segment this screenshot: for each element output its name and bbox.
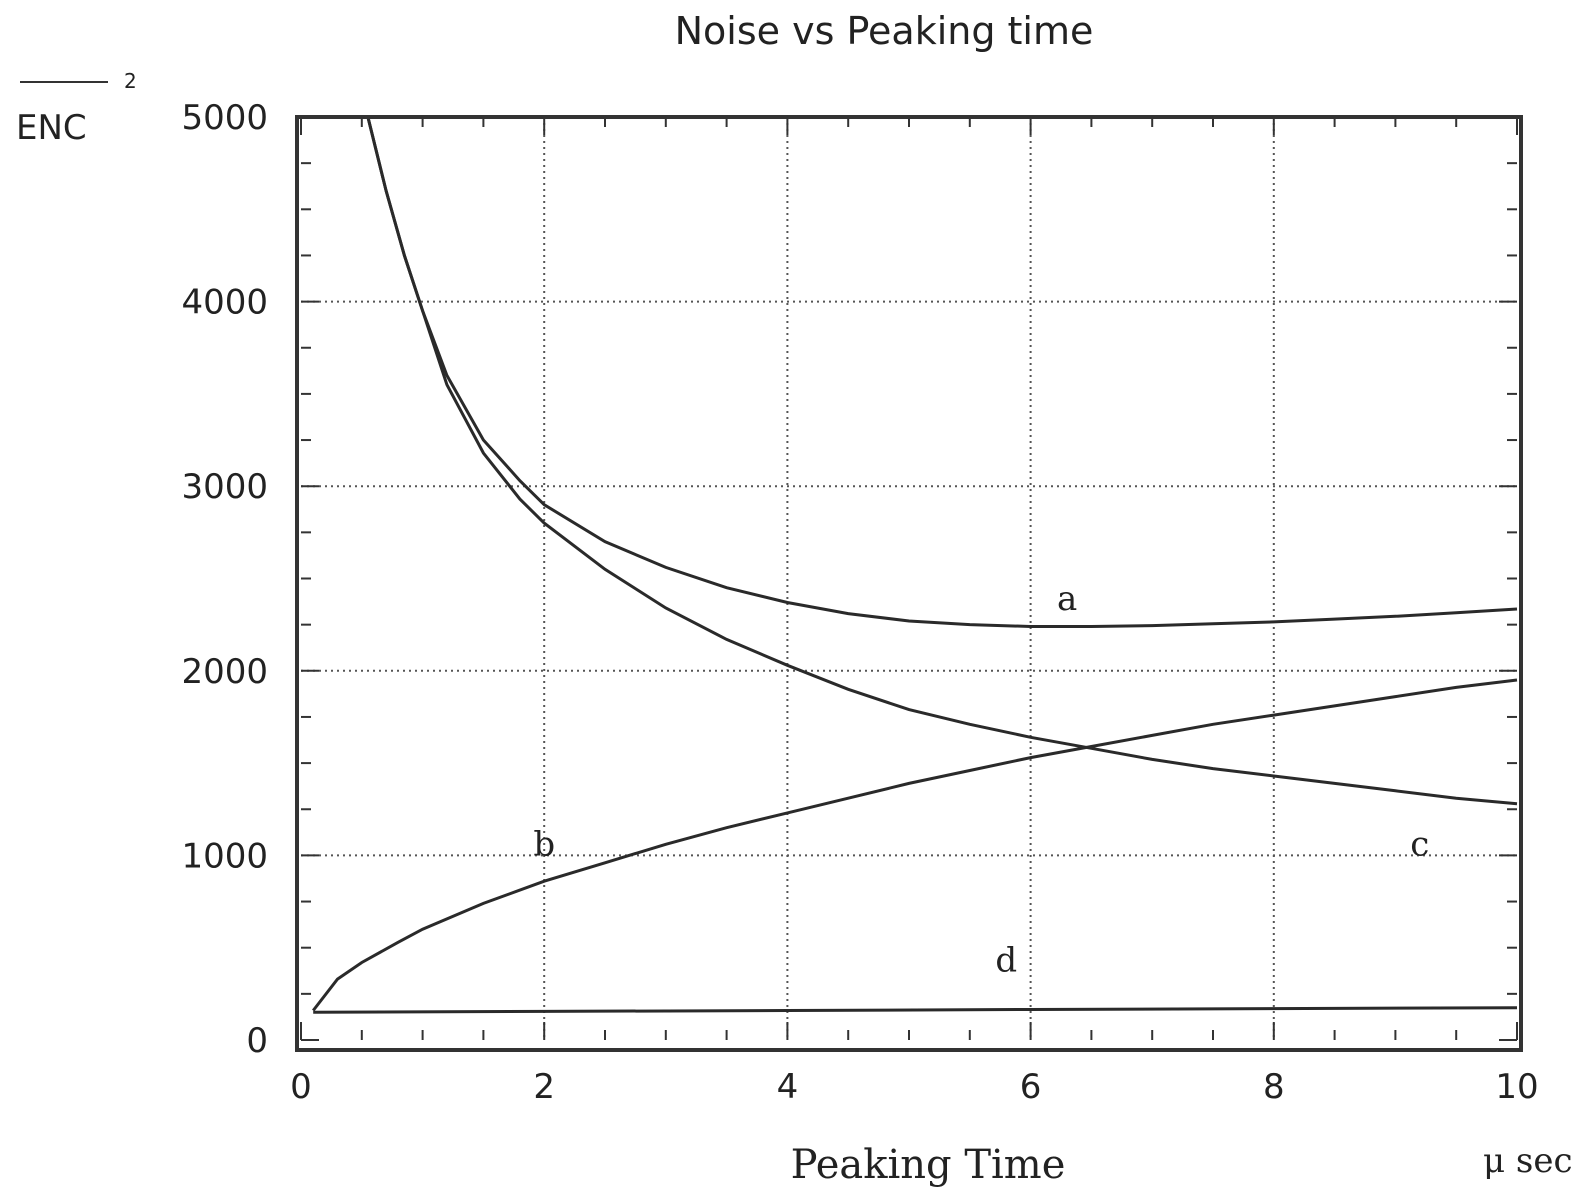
chart-title: Noise vs Peaking time (675, 9, 1094, 53)
x-tick-label-10: 10 (1495, 1067, 1538, 1107)
y-tick-labels: 0 1000 2000 3000 4000 5000 (181, 98, 268, 1061)
grid (301, 117, 1517, 1040)
curve-labels: a b c d (533, 579, 1429, 981)
y-tick-label-5000: 5000 (181, 98, 268, 138)
y-tick-label-3000: 3000 (181, 467, 268, 507)
y-axis-label-superscript: 2 (124, 69, 137, 93)
series-line-b (312, 678, 1518, 1012)
x-tick-label-2: 2 (533, 1067, 555, 1107)
series-lines (312, 116, 1518, 1014)
x-tick-label-0: 0 (290, 1067, 312, 1107)
axis-ticks (300, 116, 1518, 1041)
curve-label-b: b (533, 824, 555, 864)
series-line-c (366, 116, 1518, 806)
y-axis-label-text: ENC (16, 108, 87, 148)
series-line-d (313, 1006, 1518, 1014)
curve-label-c: c (1410, 824, 1429, 864)
x-tick-label-8: 8 (1263, 1067, 1285, 1107)
plot-frame (295, 115, 1523, 1052)
x-axis-label: Peaking Time (791, 1142, 1066, 1188)
x-tick-label-6: 6 (1020, 1067, 1042, 1107)
x-axis-unit: μ sec (1483, 1141, 1573, 1181)
x-tick-label-4: 4 (777, 1067, 799, 1107)
y-axis-label: ENC 2 (16, 69, 137, 148)
series-line-a (366, 116, 1518, 628)
y-tick-label-4000: 4000 (181, 283, 268, 323)
x-tick-labels: 0 2 4 6 8 10 (290, 1067, 1538, 1107)
y-tick-label-2000: 2000 (181, 652, 268, 692)
y-tick-label-1000: 1000 (181, 836, 268, 876)
y-tick-label-0: 0 (246, 1021, 268, 1061)
curve-label-a: a (1057, 579, 1077, 619)
curve-label-d: d (995, 941, 1017, 981)
